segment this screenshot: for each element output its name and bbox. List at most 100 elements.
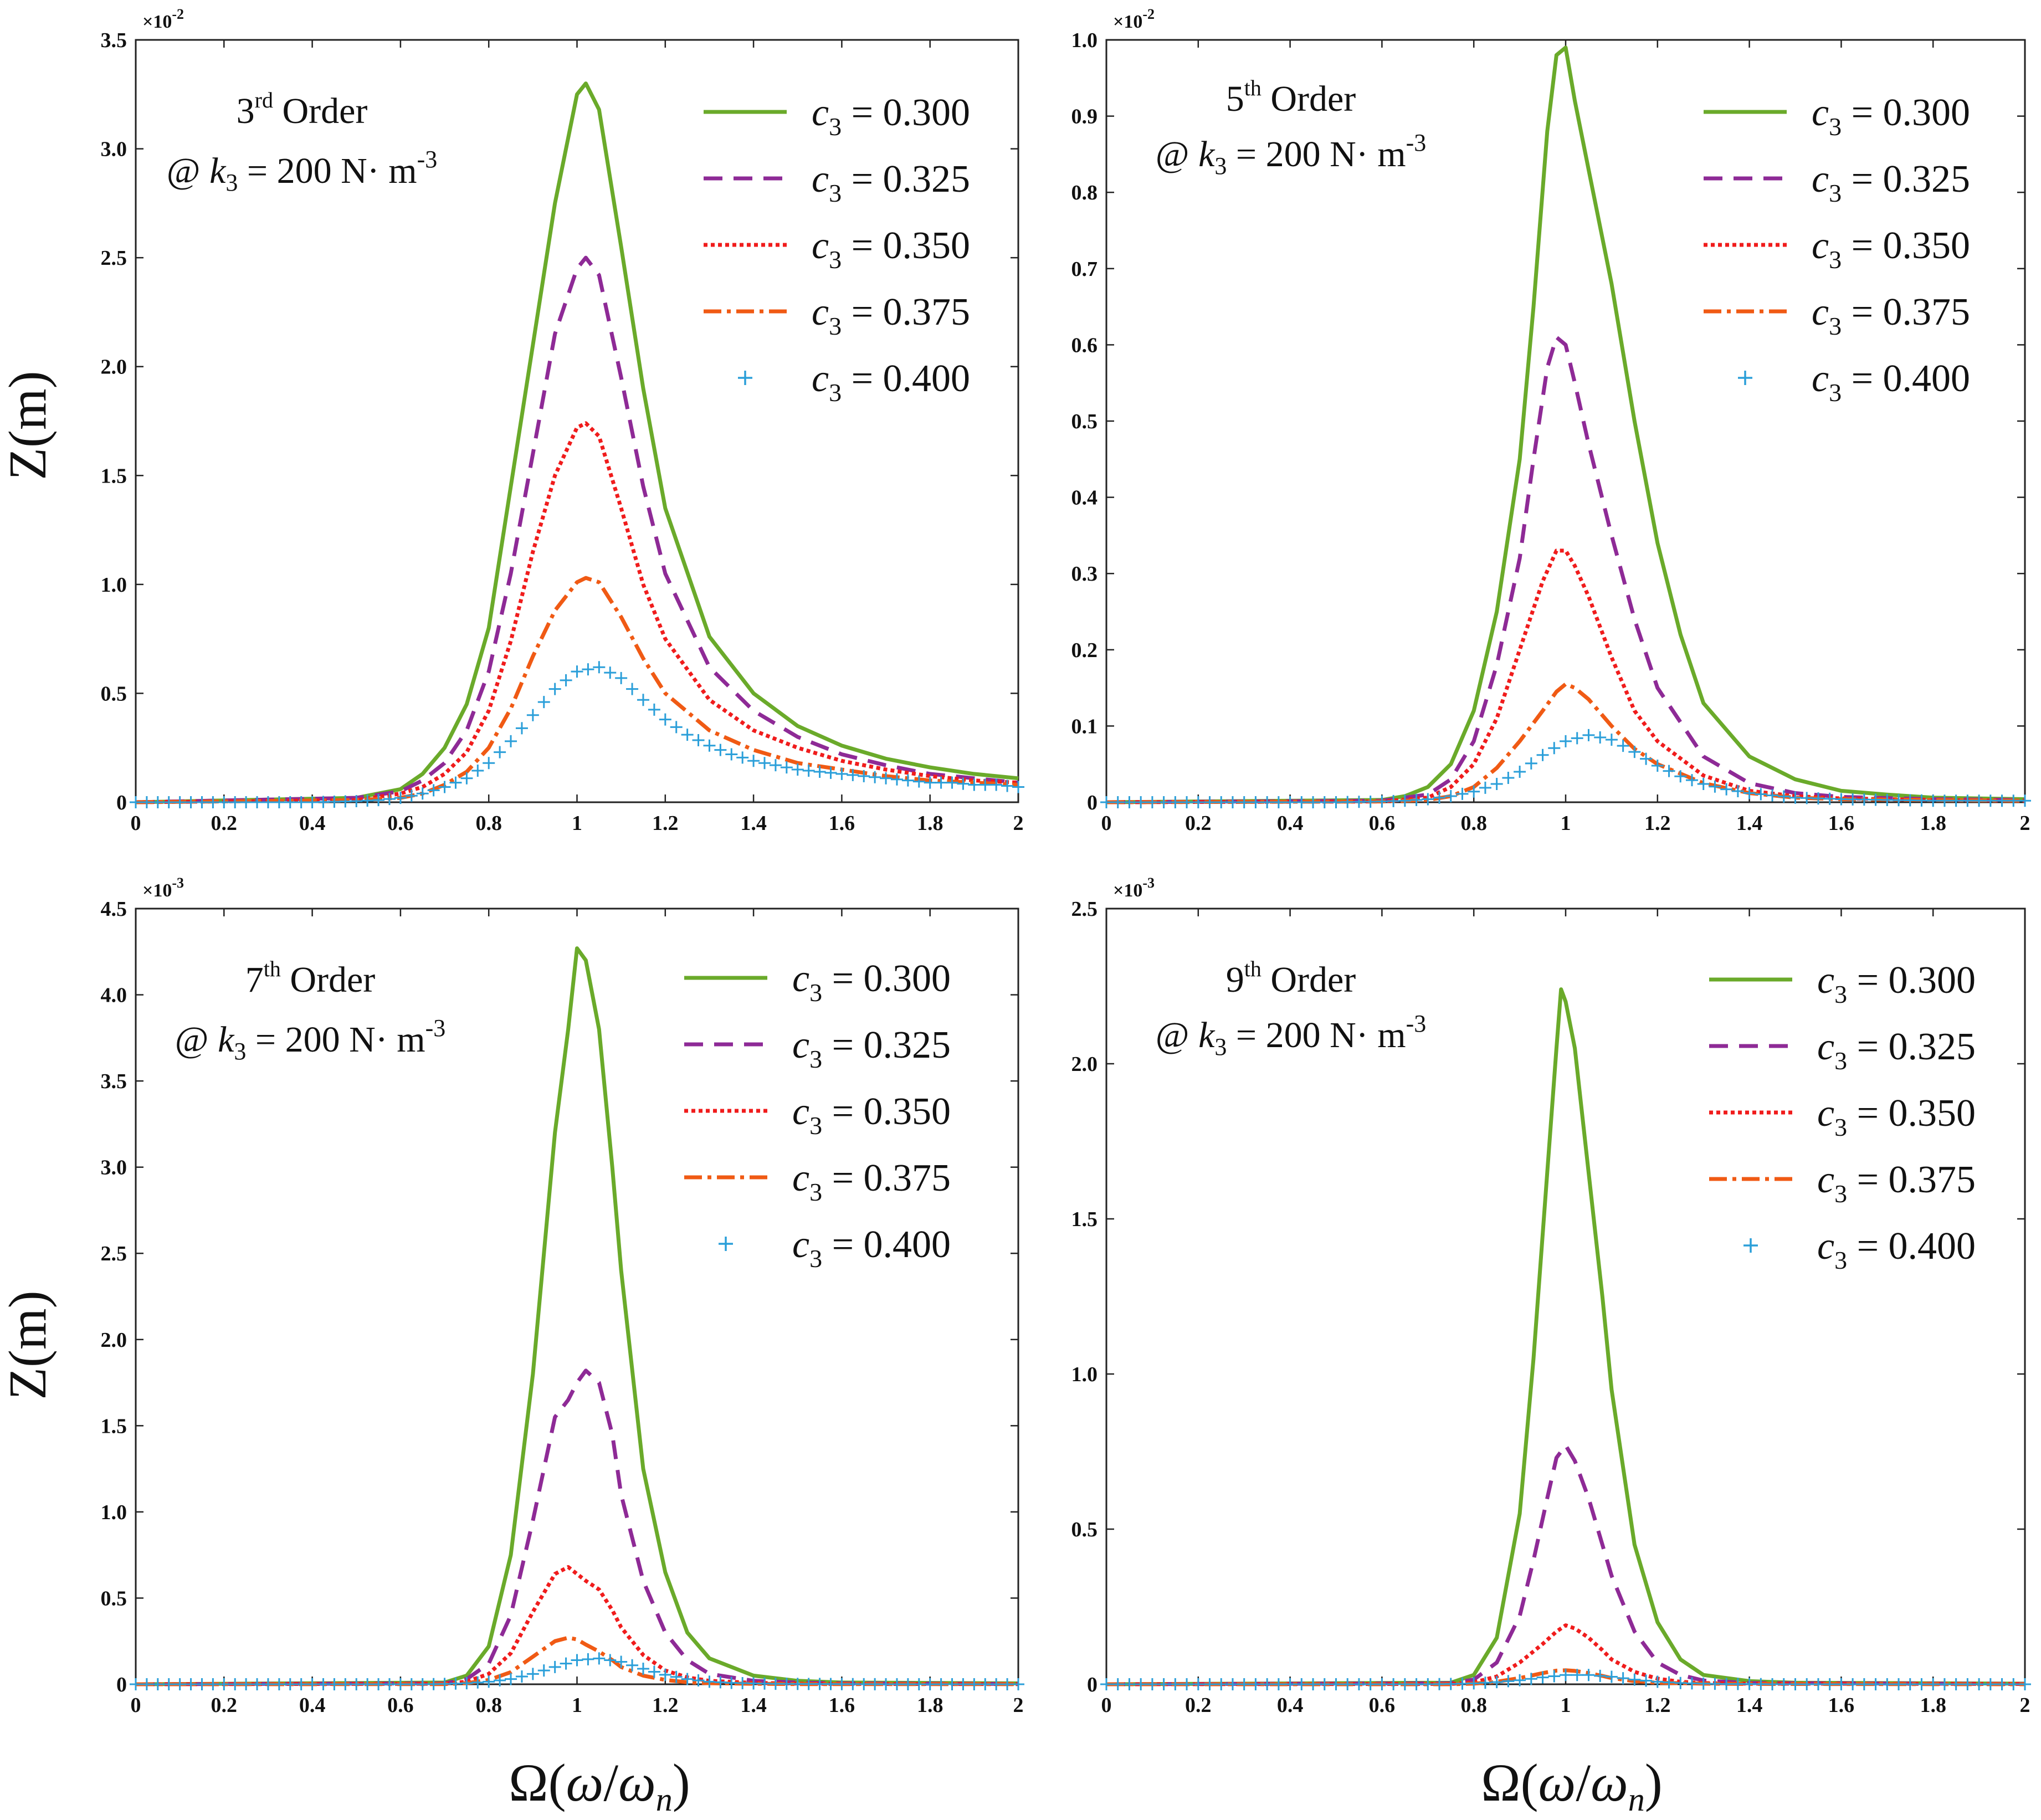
chart-panel-1: 0 0.2 0.4 0.6 0.8 1 1.2 1.4 1.6 1.8 2 0 0.5 1.0 1.5 2.0… — [101, 6, 1024, 835]
series-marker-5 — [1111, 1678, 1124, 1690]
x-axis-label-left: Ω(ω/ωn) — [509, 1753, 690, 1818]
series-marker-5 — [1169, 796, 1182, 808]
y-exponent-label: ×10-3 — [1113, 875, 1155, 901]
legend-label: c3 = 0.375 — [1812, 291, 1970, 340]
order-annotation: 7th Order — [245, 956, 376, 1000]
series-marker-5 — [548, 1660, 561, 1673]
series-marker-5 — [1146, 1678, 1158, 1690]
series-marker-5 — [261, 1678, 274, 1690]
series-marker-5 — [1261, 1678, 1274, 1690]
series-marker-5 — [1651, 759, 1664, 772]
series-marker-5 — [1651, 1675, 1664, 1688]
series-marker-5 — [582, 663, 594, 676]
series-marker-5 — [604, 1654, 617, 1667]
x-tick-label: 0.8 — [1460, 812, 1487, 835]
series-marker-5 — [1674, 1677, 1687, 1689]
series-marker-5 — [1135, 1678, 1147, 1690]
series-marker-5 — [1685, 1677, 1698, 1690]
series-marker-5 — [1012, 1678, 1024, 1690]
y-tick-label: 0.5 — [1071, 1518, 1098, 1541]
y-tick-label: 0 — [1087, 791, 1098, 814]
series-marker-5 — [2007, 794, 2020, 807]
series-line-2 — [1106, 335, 2025, 804]
y-tick-label: 0.7 — [1071, 258, 1098, 281]
series-marker-5 — [130, 796, 142, 808]
series-marker-5 — [1272, 796, 1285, 808]
x-tick-label: 0.2 — [211, 812, 238, 835]
x-tick-label: 1 — [1561, 1694, 1571, 1717]
series-marker-5 — [1950, 1678, 1962, 1690]
x-tick-label: 2 — [2020, 1694, 2030, 1717]
series-marker-5 — [1927, 794, 1940, 807]
x-tick-label: 1.4 — [1736, 1694, 1763, 1717]
series-marker-5 — [835, 767, 848, 780]
series-marker-5 — [1192, 1678, 1204, 1690]
x-tick-label: 1.6 — [829, 812, 855, 835]
series-marker-5 — [847, 1678, 859, 1690]
legend-swatch — [738, 371, 752, 385]
legend-label: c3 = 0.325 — [792, 1024, 951, 1073]
series-marker-5 — [968, 1678, 981, 1690]
series-marker-5 — [1720, 1678, 1733, 1690]
legend-label: c3 = 0.350 — [1817, 1092, 1976, 1141]
series-line-3 — [135, 421, 1019, 804]
series-marker-5 — [1479, 781, 1491, 794]
series-marker-5 — [1582, 729, 1595, 741]
series-marker-5 — [990, 778, 1003, 791]
legend-label: c3 = 0.300 — [1812, 91, 1970, 141]
series-marker-5 — [1663, 1676, 1675, 1689]
series-marker-5 — [1157, 1678, 1170, 1690]
series-marker-5 — [196, 796, 208, 808]
y-tick-label: 0.6 — [1071, 334, 1098, 357]
series-marker-5 — [1777, 1678, 1790, 1690]
x-tick-label: 2 — [1013, 1694, 1024, 1717]
series-marker-5 — [438, 1678, 451, 1690]
series-marker-5 — [1490, 777, 1503, 790]
series-marker-5 — [1387, 1678, 1400, 1690]
series-marker-5 — [1514, 1674, 1526, 1686]
series-marker-5 — [626, 1659, 639, 1672]
series-marker-5 — [1215, 796, 1228, 808]
series-marker-5 — [703, 739, 716, 752]
series-marker-5 — [416, 787, 429, 800]
series-marker-5 — [1605, 734, 1618, 746]
series-marker-5 — [1261, 796, 1274, 808]
series-marker-5 — [162, 1678, 175, 1690]
series-marker-5 — [1915, 1678, 1928, 1690]
series-marker-5 — [1376, 795, 1388, 808]
series-marker-5 — [1617, 740, 1629, 752]
series-marker-5 — [1640, 1674, 1653, 1687]
y-tick-label: 0 — [116, 1673, 127, 1696]
series-marker-5 — [261, 796, 274, 808]
x-tick-label: 0.4 — [1277, 812, 1304, 835]
series-marker-5 — [1444, 789, 1457, 802]
series-marker-5 — [1272, 1678, 1285, 1690]
series-marker-5 — [780, 761, 793, 774]
series-marker-5 — [835, 1678, 848, 1690]
y-tick-label: 2.0 — [1071, 1053, 1098, 1076]
series-marker-5 — [1146, 796, 1158, 808]
series-marker-5 — [957, 777, 970, 790]
series-marker-5 — [979, 1678, 992, 1690]
chart-panel-4: 0 0.2 0.4 0.6 0.8 1 1.2 1.4 1.6 1.8 2 0 0.5 1.0 1.5 2.0… — [1071, 875, 2031, 1717]
series-marker-5 — [1192, 796, 1204, 808]
series-marker-5 — [494, 1674, 506, 1686]
series-marker-5 — [130, 1678, 142, 1690]
series-marker-5 — [1548, 1670, 1561, 1683]
series-marker-5 — [218, 1678, 230, 1690]
series-marker-5 — [173, 1678, 186, 1690]
series-marker-5 — [1341, 1678, 1354, 1690]
series-marker-5 — [1938, 794, 1951, 807]
y-exponent-label: ×10-2 — [142, 6, 184, 32]
legend-label: c3 = 0.325 — [812, 158, 970, 207]
series-marker-5 — [1571, 732, 1583, 745]
x-tick-label: 1.8 — [917, 1694, 943, 1717]
series-marker-5 — [1318, 1678, 1331, 1690]
x-tick-label: 1.2 — [1644, 812, 1671, 835]
series-marker-5 — [890, 773, 903, 786]
series-marker-5 — [1743, 1678, 1756, 1690]
x-tick-label: 0.4 — [299, 812, 326, 835]
series-marker-5 — [460, 1677, 473, 1690]
series-marker-5 — [1835, 1678, 1848, 1690]
series-marker-5 — [1514, 765, 1526, 778]
